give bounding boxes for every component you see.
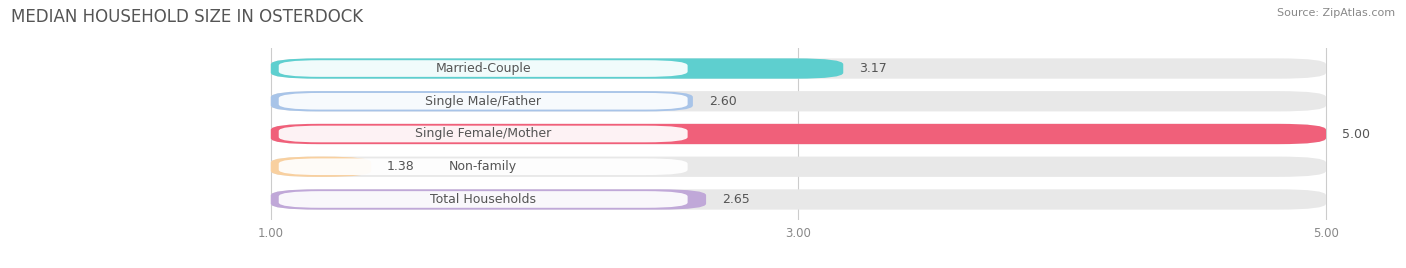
FancyBboxPatch shape	[271, 91, 693, 111]
Text: Source: ZipAtlas.com: Source: ZipAtlas.com	[1277, 8, 1395, 18]
FancyBboxPatch shape	[271, 91, 1326, 111]
FancyBboxPatch shape	[271, 124, 1326, 144]
Text: Single Female/Mother: Single Female/Mother	[415, 128, 551, 140]
Text: Married-Couple: Married-Couple	[436, 62, 531, 75]
FancyBboxPatch shape	[278, 93, 688, 110]
FancyBboxPatch shape	[271, 58, 844, 79]
Text: Total Households: Total Households	[430, 193, 536, 206]
Text: Non-family: Non-family	[449, 160, 517, 173]
FancyBboxPatch shape	[271, 124, 1326, 144]
FancyBboxPatch shape	[271, 189, 706, 210]
FancyBboxPatch shape	[278, 126, 688, 142]
FancyBboxPatch shape	[271, 157, 1326, 177]
Text: 2.65: 2.65	[721, 193, 749, 206]
Text: 2.60: 2.60	[709, 95, 737, 108]
Text: Single Male/Father: Single Male/Father	[425, 95, 541, 108]
FancyBboxPatch shape	[278, 60, 688, 77]
FancyBboxPatch shape	[278, 191, 688, 208]
Text: 1.38: 1.38	[387, 160, 415, 173]
FancyBboxPatch shape	[278, 158, 688, 175]
FancyBboxPatch shape	[271, 157, 371, 177]
Text: 5.00: 5.00	[1341, 128, 1369, 140]
Text: 3.17: 3.17	[859, 62, 887, 75]
FancyBboxPatch shape	[271, 189, 1326, 210]
Text: MEDIAN HOUSEHOLD SIZE IN OSTERDOCK: MEDIAN HOUSEHOLD SIZE IN OSTERDOCK	[11, 8, 363, 26]
FancyBboxPatch shape	[271, 58, 1326, 79]
